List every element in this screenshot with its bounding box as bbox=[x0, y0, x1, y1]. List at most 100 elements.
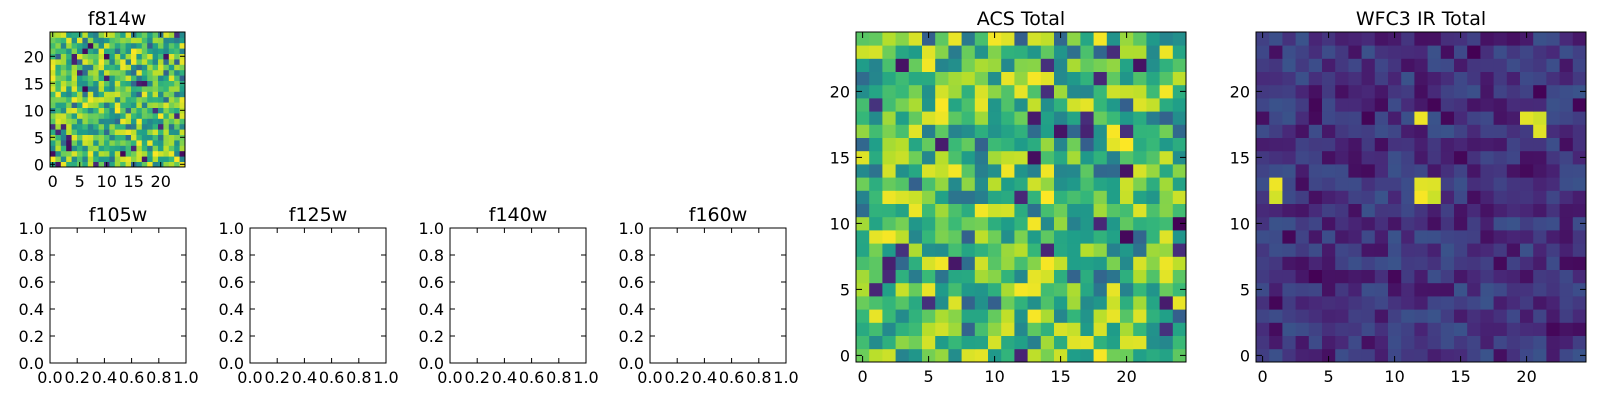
heatmap-cell bbox=[93, 42, 99, 49]
heatmap-cell bbox=[158, 80, 164, 87]
heatmap-cell bbox=[82, 113, 89, 119]
heatmap-cell bbox=[1348, 269, 1362, 284]
heatmap-cell bbox=[1388, 111, 1402, 125]
heatmap-cell bbox=[961, 98, 976, 112]
x-tick-label: 0.0 bbox=[237, 368, 262, 387]
x-tick-label: 10 bbox=[1384, 367, 1404, 386]
heatmap-cell bbox=[908, 322, 923, 336]
heatmap-cell bbox=[1093, 216, 1108, 231]
heatmap-cell bbox=[104, 75, 110, 81]
heatmap-cell bbox=[152, 42, 159, 49]
heatmap-cell bbox=[1440, 243, 1455, 257]
heatmap-cell bbox=[1106, 124, 1121, 138]
heatmap-cell bbox=[1146, 177, 1160, 191]
heatmap-cell bbox=[1159, 322, 1174, 336]
heatmap-cell bbox=[1533, 111, 1547, 125]
heatmap-cell bbox=[104, 156, 110, 162]
heatmap-cell bbox=[1001, 124, 1015, 138]
heatmap-cell bbox=[1054, 348, 1068, 363]
heatmap-cell bbox=[50, 64, 56, 71]
heatmap-cell bbox=[1322, 98, 1336, 112]
heatmap-cell bbox=[71, 53, 78, 60]
heatmap-cell bbox=[922, 111, 936, 125]
heatmap-cell bbox=[114, 48, 121, 54]
heatmap-cell bbox=[1335, 111, 1349, 125]
heatmap-cell bbox=[147, 123, 153, 130]
heatmap-cell bbox=[1374, 269, 1389, 284]
heatmap-cell bbox=[1256, 45, 1270, 59]
heatmap-cell bbox=[908, 348, 923, 363]
heatmap-cell bbox=[908, 203, 923, 218]
heatmap-cell bbox=[1067, 137, 1081, 152]
heatmap-cell bbox=[1480, 111, 1494, 125]
heatmap-cell bbox=[158, 69, 164, 76]
heatmap-cell bbox=[55, 91, 62, 98]
heatmap-cell bbox=[1480, 322, 1494, 336]
heatmap-cell bbox=[168, 53, 175, 60]
heatmap-cell bbox=[1427, 98, 1442, 112]
heatmap-cell bbox=[136, 134, 143, 141]
heatmap-cell bbox=[869, 322, 883, 336]
heatmap-cell bbox=[158, 123, 164, 130]
heatmap-cell bbox=[974, 124, 989, 138]
heatmap-cell bbox=[1506, 71, 1521, 86]
heatmap-cell bbox=[98, 75, 105, 81]
heatmap-cell bbox=[948, 124, 962, 138]
heatmap-cell bbox=[114, 69, 121, 76]
heatmap-cell bbox=[1080, 32, 1094, 46]
heatmap-cell bbox=[1014, 256, 1028, 270]
heatmap-cell bbox=[869, 32, 883, 46]
heatmap-cell bbox=[1014, 230, 1028, 244]
heatmap-cell bbox=[163, 140, 170, 146]
heatmap-cell bbox=[1106, 45, 1121, 59]
heatmap-cell bbox=[895, 282, 910, 297]
heatmap-cell bbox=[55, 42, 62, 49]
heatmap-cell bbox=[961, 243, 976, 257]
heatmap-cell bbox=[55, 75, 62, 81]
heatmap-cell bbox=[1546, 98, 1560, 112]
heatmap-cell bbox=[147, 107, 153, 114]
heatmap-cell bbox=[1388, 216, 1402, 231]
heatmap-cell bbox=[882, 58, 896, 72]
heatmap-cell bbox=[114, 80, 121, 87]
heatmap-cell bbox=[908, 256, 923, 270]
heatmap-cell bbox=[1572, 150, 1587, 165]
heatmap-cell bbox=[1027, 190, 1042, 204]
heatmap-cell bbox=[1256, 256, 1270, 270]
heatmap-cell bbox=[125, 86, 132, 92]
heatmap-cell bbox=[856, 348, 870, 363]
heatmap-cell bbox=[1559, 322, 1574, 336]
heatmap-cell bbox=[1427, 296, 1442, 310]
heatmap-cell bbox=[125, 102, 132, 108]
heatmap-cell bbox=[922, 177, 936, 191]
heatmap-cell bbox=[1401, 348, 1415, 363]
y-tick-label: 15 bbox=[830, 148, 850, 167]
heatmap-cell bbox=[1414, 269, 1428, 284]
heatmap-cell bbox=[935, 322, 949, 336]
heatmap-cell bbox=[1335, 243, 1349, 257]
heatmap-cell bbox=[136, 59, 143, 65]
heatmap-cell bbox=[152, 123, 159, 130]
y-tick-label: 20 bbox=[1230, 82, 1250, 101]
x-tick-label: 0.2 bbox=[64, 368, 89, 387]
heatmap-cell bbox=[1572, 98, 1587, 112]
heatmap-cell bbox=[55, 102, 62, 108]
heatmap-cell bbox=[77, 86, 83, 92]
heatmap-cell bbox=[147, 96, 153, 103]
heatmap-cell bbox=[60, 113, 67, 119]
y-tick-label: 0.2 bbox=[619, 327, 644, 346]
heatmap-cell bbox=[1269, 282, 1283, 297]
heatmap-cell bbox=[974, 282, 989, 297]
heatmap-cell bbox=[50, 37, 56, 44]
heatmap-cell bbox=[1572, 84, 1587, 99]
heatmap-cell bbox=[1401, 71, 1415, 86]
heatmap-cell bbox=[1440, 164, 1455, 178]
heatmap-cell bbox=[141, 156, 148, 162]
heatmap-cell bbox=[131, 53, 137, 60]
heatmap-cell bbox=[114, 123, 121, 130]
heatmap-cell bbox=[168, 86, 175, 92]
heatmap-cell bbox=[974, 150, 989, 165]
x-tick-label: 0 bbox=[48, 172, 58, 191]
heatmap-cell bbox=[908, 177, 923, 191]
heatmap-cell bbox=[1506, 58, 1521, 72]
